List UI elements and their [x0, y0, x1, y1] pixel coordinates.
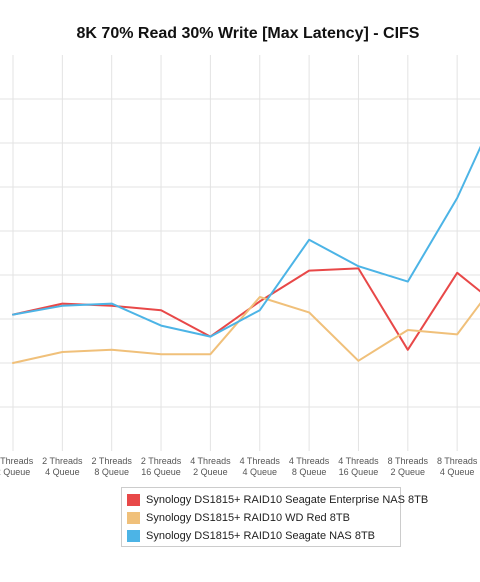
x-tick-label: 8 Threads 4 Queue [437, 456, 478, 477]
legend: Synology DS1815+ RAID10 Seagate Enterpri… [121, 487, 428, 547]
legend-swatch [127, 494, 140, 506]
x-tick-label: 2 Threads 16 Queue [141, 456, 182, 477]
legend-swatch [127, 530, 140, 542]
legend-label: Synology DS1815+ RAID10 Seagate NAS 8TB [146, 530, 375, 542]
series-line-2 [12, 296, 480, 364]
legend-label: Synology DS1815+ RAID10 Seagate Enterpri… [146, 494, 429, 506]
grid [0, 55, 480, 451]
legend-swatch [127, 512, 140, 524]
legend-item-wd-red: Synology DS1815+ RAID10 WD Red 8TB [127, 509, 400, 527]
x-tick-label: 8 Threads 2 Queue [388, 456, 429, 477]
series-line-1 [12, 267, 480, 351]
legend-item-seagate-enterprise: Synology DS1815+ RAID10 Seagate Enterpri… [127, 491, 428, 509]
legend-item-seagate-nas: Synology DS1815+ RAID10 Seagate NAS 8TB [127, 527, 400, 545]
series-line-3 [12, 145, 480, 338]
x-tick-label: 4 Threads 2 Queue [190, 456, 231, 477]
series-layer [12, 145, 480, 364]
legend-label: Synology DS1815+ RAID10 WD Red 8TB [146, 512, 350, 524]
x-tick-label: 2 Threads 4 Queue [42, 456, 83, 477]
x-tick-label: 2 Threads 8 Queue [92, 456, 133, 477]
x-tick-label: 4 Threads 16 Queue [338, 456, 379, 477]
x-tick-label: 4 Threads 4 Queue [240, 456, 281, 477]
x-tick-label: 4 Threads 8 Queue [289, 456, 330, 477]
chart-title: 8K 70% Read 30% Write [Max Latency] - CI… [77, 25, 420, 42]
